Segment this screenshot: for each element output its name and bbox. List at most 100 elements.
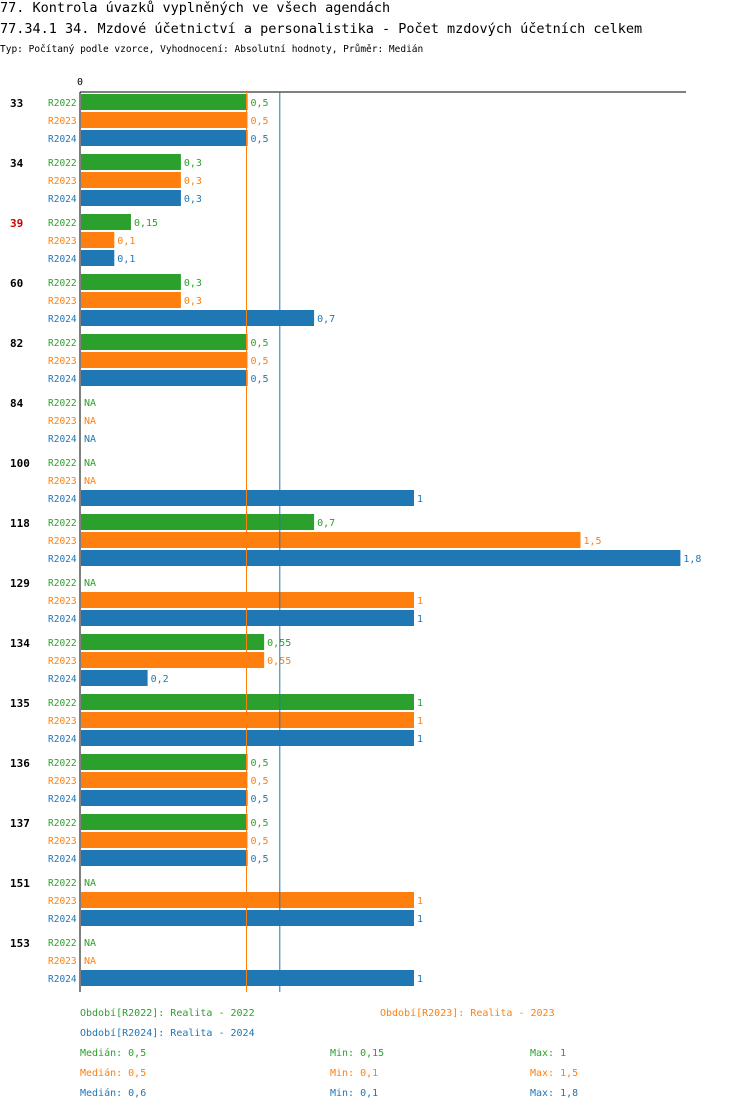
data-label: 1,5 [584,536,602,547]
category-label: 33 [10,97,23,110]
series-label: R2024 [48,434,77,445]
bar [81,754,248,770]
legend-r2024: Období[R2024]: Realita - 2024 [80,1028,255,1039]
stat-max-r2022: Max: 1 [530,1048,567,1059]
stat-min-r2024: Min: 0,1 [330,1088,379,1099]
series-label: R2024 [48,134,77,145]
bar [81,214,131,230]
legend-r2022: Období[R2022]: Realita - 2022 [80,1008,255,1019]
series-label: R2022 [48,458,77,469]
data-label: 0,5 [251,776,269,787]
data-label: 0,3 [184,158,202,169]
series-label: R2024 [48,974,77,985]
bar [81,814,248,830]
data-label: 0,3 [184,296,202,307]
data-label: 0,5 [251,338,269,349]
series-label: R2023 [48,716,77,727]
bar [81,532,581,548]
category-label: 60 [10,277,23,290]
bar [81,772,248,788]
bar [81,730,414,746]
data-label: 0,5 [251,794,269,805]
bar [81,370,248,386]
bar [81,292,181,308]
series-label: R2022 [48,938,77,949]
data-label: 1 [417,974,423,985]
chart-type-description: Typ: Počítaný podle vzorce, Vyhodnocení:… [0,44,424,55]
stat-min-r2023: Min: 0,1 [330,1068,379,1079]
bar [81,670,148,686]
data-label: NA [84,434,96,445]
bar [81,490,414,506]
series-label: R2024 [48,194,77,205]
bar [81,334,248,350]
category-label: 129 [10,577,30,590]
data-label: 0,55 [267,638,291,649]
bar [81,832,248,848]
bar [81,190,181,206]
bar [81,550,681,566]
data-label: 1,8 [683,554,701,565]
series-label: R2023 [48,176,77,187]
category-label: 82 [10,337,23,350]
category-label: 84 [10,397,24,410]
bar [81,652,265,668]
series-label: R2023 [48,776,77,787]
series-label: R2023 [48,656,77,667]
data-label: 1 [417,614,423,625]
series-label: R2024 [48,614,77,625]
series-label: R2023 [48,296,77,307]
data-label: 0,5 [251,374,269,385]
data-label: 0,5 [251,116,269,127]
series-label: R2024 [48,734,77,745]
data-label: 0,1 [117,254,135,265]
bar [81,130,248,146]
series-label: R2022 [48,578,77,589]
data-label: 1 [417,494,423,505]
data-label: 1 [417,734,423,745]
series-label: R2023 [48,836,77,847]
series-label: R2022 [48,98,77,109]
bar [81,712,414,728]
data-label: 0,5 [251,836,269,847]
data-label: 1 [417,896,423,907]
bar [81,850,248,866]
chart-subtitle-metric: 77.34.1 34. Mzdové účetnictví a personal… [0,21,643,37]
bar [81,892,414,908]
series-label: R2022 [48,638,77,649]
data-label: 0,5 [251,854,269,865]
bar [81,970,414,986]
bar-chart: 0 33 R2022 0,5 R2023 0,5 R2024 0,5 34 R2022 0,3 R20… [10,77,701,992]
bar [81,352,248,368]
series-label: R2022 [48,878,77,889]
data-label: 1 [417,914,423,925]
stat-max-r2024: Max: 1,8 [530,1088,579,1099]
series-label: R2023 [48,236,77,247]
category-label: 34 [10,157,24,170]
data-label: 0,5 [251,356,269,367]
data-label: 1 [417,596,423,607]
data-label: NA [84,938,96,949]
series-label: R2023 [48,596,77,607]
bar [81,610,414,626]
data-label: 0,3 [184,176,202,187]
data-label: 0,2 [151,674,169,685]
series-label: R2024 [48,854,77,865]
data-label: NA [84,956,96,967]
data-label: 0,7 [317,518,335,529]
data-label: 0,5 [251,818,269,829]
data-label: NA [84,458,96,469]
data-label: 0,5 [251,758,269,769]
stat-median-r2024: Medián: 0,6 [80,1088,147,1099]
category-label: 136 [10,757,30,770]
category-label: 100 [10,457,30,470]
axis-zero-label: 0 [77,77,83,88]
bar [81,514,315,530]
series-label: R2024 [48,914,77,925]
data-label: 0,3 [184,278,202,289]
series-label: R2024 [48,674,77,685]
series-label: R2024 [48,374,77,385]
category-label: 118 [10,517,30,530]
series-label: R2023 [48,356,77,367]
series-label: R2023 [48,896,77,907]
